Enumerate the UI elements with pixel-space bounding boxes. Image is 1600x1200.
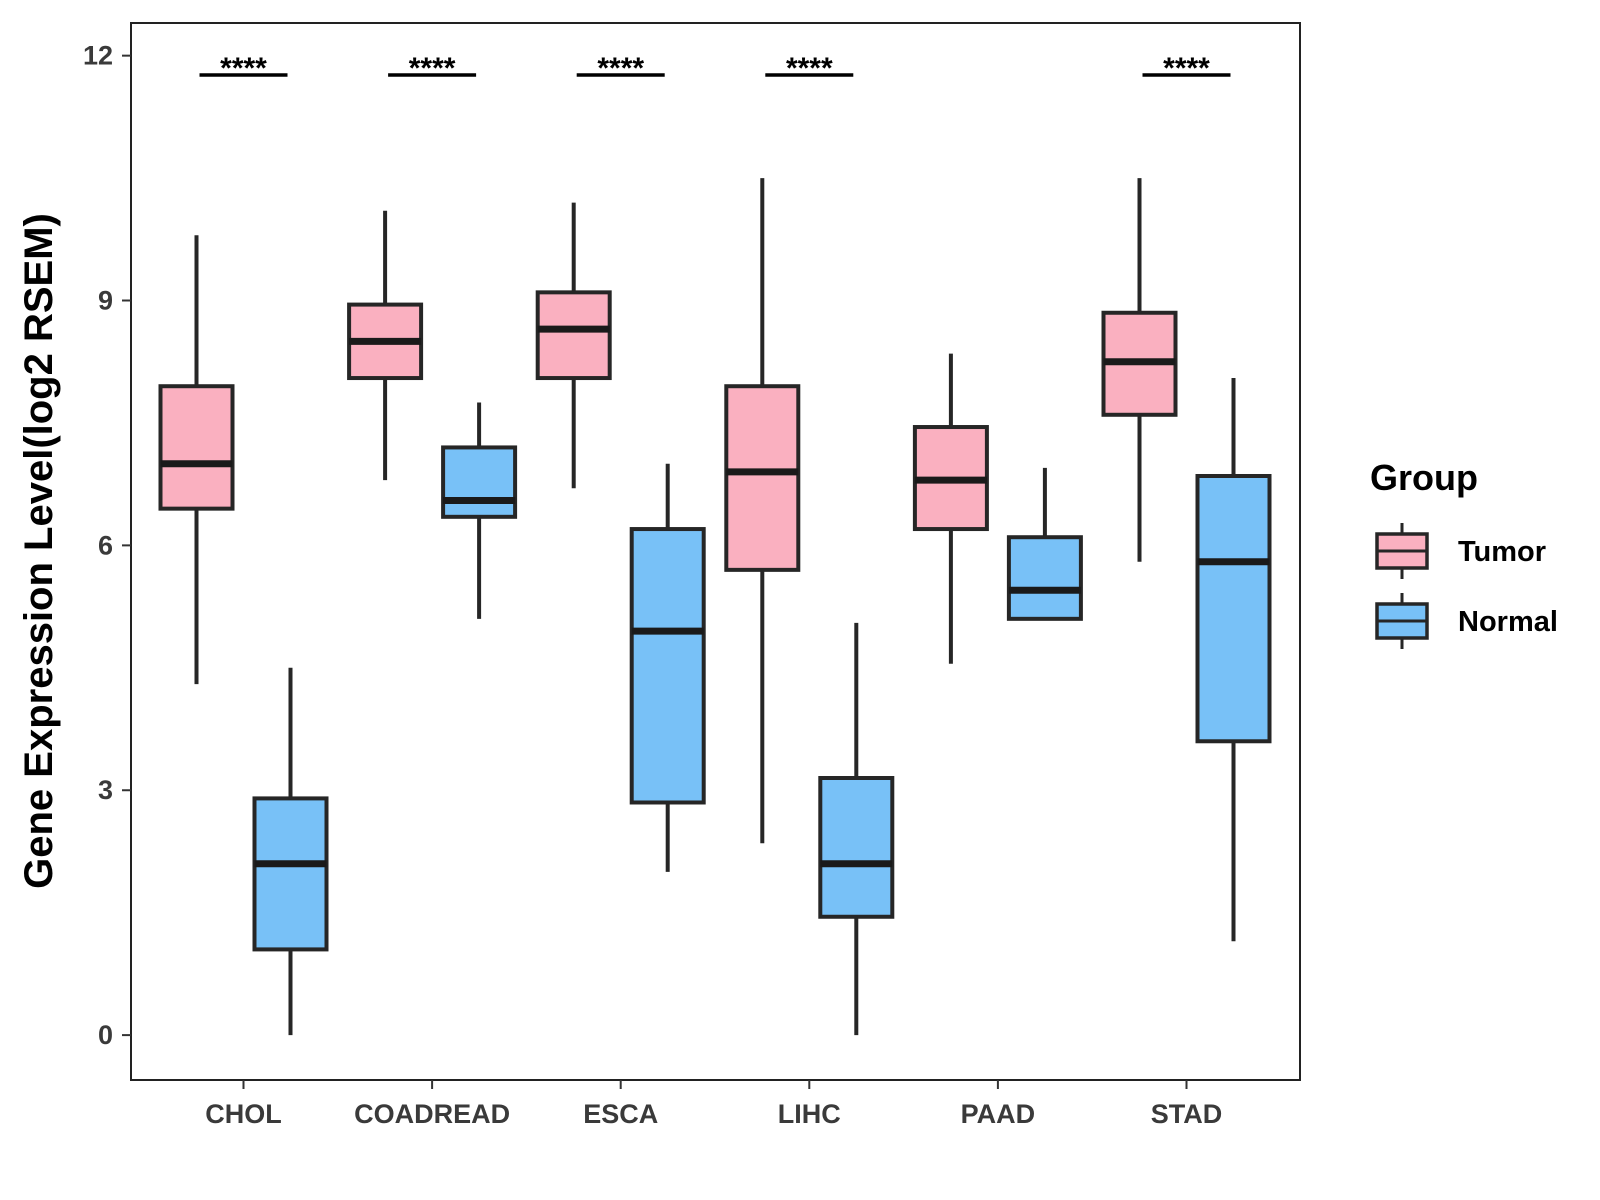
box-iqr <box>158 384 235 511</box>
box-iqr <box>441 445 518 519</box>
y-tick-label: 12 <box>83 41 113 71</box>
box-tumor-stad <box>1101 178 1178 562</box>
significance-stad: **** <box>1142 52 1231 85</box>
box-normal-paad <box>1006 467 1083 621</box>
y-axis: 0 3 6 9 12 <box>83 41 131 1050</box>
box-iqr <box>724 384 801 572</box>
legend-label: Normal <box>1458 606 1558 638</box>
significance-label: **** <box>597 52 644 85</box>
significance-label: **** <box>1163 52 1210 85</box>
box-iqr <box>252 796 329 952</box>
legend: Group Tumor Normal <box>1370 457 1558 649</box>
box-iqr <box>1006 535 1083 621</box>
box-iqr <box>818 776 895 919</box>
significance-layer: **** **** **** **** **** <box>199 52 1231 85</box>
significance-esca: **** <box>576 52 665 85</box>
plot-panel-border <box>130 22 1301 1081</box>
y-tick-label: 3 <box>98 775 113 805</box>
significance-lihc: **** <box>765 52 854 85</box>
x-tick-label-chol: CHOL <box>205 1099 282 1129</box>
significance-label: **** <box>220 52 267 85</box>
box-normal-chol <box>252 667 329 1036</box>
significance-chol: **** <box>199 52 288 85</box>
y-axis-title: Gene Expression Level(log2 RSEM) <box>17 213 61 889</box>
legend-item-normal: Normal <box>1375 593 1558 649</box>
box-tumor-lihc <box>724 178 801 844</box>
x-tick-label-paad: PAAD <box>961 1099 1036 1129</box>
box-iqr <box>535 290 612 381</box>
box-normal-lihc <box>818 622 895 1036</box>
box-tumor-paad <box>912 353 989 664</box>
box-iqr <box>629 527 706 805</box>
significance-label: **** <box>786 52 833 85</box>
x-tick-label-esca: ESCA <box>583 1099 658 1129</box>
box-tumor-coadread <box>347 210 424 481</box>
legend-label: Tumor <box>1458 536 1546 568</box>
legend-title: Group <box>1370 457 1478 498</box>
box-normal-stad <box>1195 378 1272 942</box>
y-tick-label: 6 <box>98 530 113 560</box>
y-tick-label: 9 <box>98 286 113 316</box>
y-tick-label: 0 <box>98 1020 113 1050</box>
significance-label: **** <box>409 52 456 85</box>
x-axis: CHOL COADREAD ESCA LIHC PAAD STAD <box>205 1080 1222 1129</box>
box-tumor-chol <box>158 235 235 685</box>
boxes-layer <box>158 178 1272 1036</box>
x-tick-label-coadread: COADREAD <box>354 1099 510 1129</box>
x-tick-label-lihc: LIHC <box>778 1099 841 1129</box>
legend-item-tumor: Tumor <box>1375 523 1546 579</box>
box-tumor-esca <box>535 202 612 489</box>
x-tick-label-stad: STAD <box>1151 1099 1223 1129</box>
box-normal-coadread <box>441 402 518 619</box>
box-iqr <box>1195 474 1272 744</box>
box-normal-esca <box>629 463 706 872</box>
significance-coadread: **** <box>388 52 477 85</box>
